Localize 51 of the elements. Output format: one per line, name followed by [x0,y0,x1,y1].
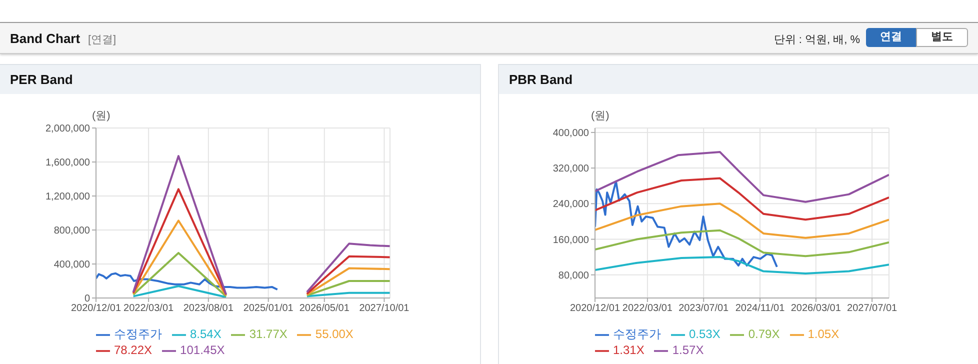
y-axis-title: (원) [92,109,110,123]
x-tick-label: 2024/11/01 [735,303,786,314]
legend-label: 1.05X [808,327,840,341]
x-tick-label: 2023/07/01 [678,303,730,314]
y-tick-label: 800,000 [54,226,90,237]
y-tick-label: 400,000 [552,128,590,139]
toggle-button[interactable]: 연결 [866,28,916,47]
toggle-button[interactable]: 별도 [916,28,968,47]
y-tick-label: 240,000 [552,199,590,210]
chart-title: PER Band [10,72,73,87]
line-series [595,151,889,203]
x-tick-label: 2022/03/01 [622,303,673,314]
line-series [595,202,889,239]
line-series [595,256,889,275]
x-tick-label: 2022/03/01 [124,303,174,314]
legend-label: 78.22X [114,343,152,357]
line-series [595,177,889,221]
x-tick-label: 2020/12/01 [570,303,620,314]
legend-label: 101.45X [180,343,225,357]
y-tick-label: 2,000,000 [46,124,90,135]
y-tick-label: 1,200,000 [46,192,90,203]
x-tick-label: 2025/01/01 [243,303,294,314]
y-tick-label: 160,000 [552,234,590,246]
x-tick-label: 2027/07/01 [847,303,898,314]
legend-label: 1.57X [672,343,704,357]
legend-label: 0.53X [689,327,720,341]
line-series [595,180,778,268]
chart-title: PBR Band [509,72,573,87]
line-series [96,272,278,290]
line-series [595,229,889,258]
legend-label: 31.77X [249,327,288,341]
text: [연결] [88,33,116,47]
y-axis-title: (원) [591,109,610,123]
legend-label: 55.00X [315,327,354,341]
y-tick-label: 320,000 [552,164,590,175]
y-tick-label: 80,000 [558,270,590,282]
legend-label: 8.54X [190,327,222,341]
text: Band Chart [10,31,80,46]
y-tick-label: 0 [84,294,90,305]
x-tick-label: 2027/10/01 [359,303,410,314]
legend-label: 수정주가 [613,327,661,341]
legend-label: 수정주가 [114,327,162,341]
legend-label: 1.31X [613,343,644,357]
x-tick-label: 2020/12/01 [70,303,122,314]
text: 단위 : 억원, 배, % [774,33,860,47]
y-tick-label: 1,600,000 [46,158,90,169]
legend-label: 0.79X [748,327,780,341]
y-tick-label: 400,000 [54,260,90,271]
x-tick-label: 2026/03/01 [790,303,842,314]
x-tick-label: 2023/08/01 [183,303,234,314]
x-tick-label: 2026/05/01 [299,303,350,314]
